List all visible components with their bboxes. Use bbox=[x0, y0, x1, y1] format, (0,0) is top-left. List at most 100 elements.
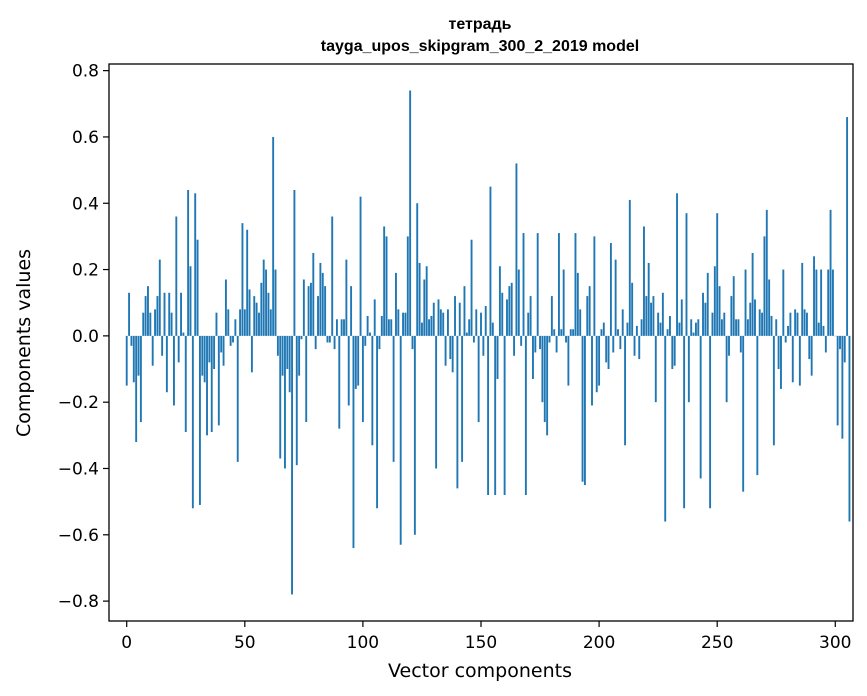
bar-95 bbox=[350, 286, 353, 336]
bar-54 bbox=[253, 296, 256, 336]
bar-74 bbox=[300, 335, 303, 340]
bar-78 bbox=[310, 282, 312, 336]
bar-98 bbox=[357, 335, 360, 386]
bar-298 bbox=[829, 209, 832, 336]
bar-271 bbox=[765, 209, 768, 336]
bar-80 bbox=[314, 335, 317, 350]
bar-207 bbox=[614, 259, 617, 336]
bar-196 bbox=[588, 286, 591, 336]
bar-270 bbox=[763, 236, 766, 336]
bar-66 bbox=[281, 335, 284, 376]
bar-269 bbox=[761, 312, 764, 336]
bar-141 bbox=[458, 302, 461, 336]
bar-263 bbox=[746, 319, 749, 336]
bar-188 bbox=[569, 329, 572, 336]
bar-16 bbox=[163, 292, 166, 336]
bar-262 bbox=[744, 269, 747, 336]
bar-210 bbox=[621, 309, 624, 336]
bar-217 bbox=[638, 335, 641, 360]
bar-167 bbox=[520, 335, 523, 346]
bar-37 bbox=[213, 335, 216, 370]
bar-218 bbox=[640, 319, 643, 336]
bar-28 bbox=[191, 335, 194, 509]
bar-110 bbox=[385, 236, 388, 336]
bar-139 bbox=[454, 296, 456, 336]
bar-159 bbox=[501, 292, 504, 336]
bar-176 bbox=[541, 335, 544, 403]
bar-258 bbox=[735, 319, 738, 336]
bar-274 bbox=[772, 335, 775, 446]
bar-205 bbox=[609, 243, 612, 336]
bar-143 bbox=[463, 286, 466, 336]
bar-294 bbox=[820, 269, 823, 336]
bar-43 bbox=[227, 309, 230, 336]
bar-21 bbox=[175, 216, 178, 336]
bar-282 bbox=[791, 335, 794, 383]
bar-91 bbox=[340, 319, 343, 336]
bar-240 bbox=[692, 332, 695, 336]
bar-132 bbox=[437, 299, 440, 336]
bar-293 bbox=[817, 322, 820, 336]
bar-115 bbox=[397, 309, 400, 336]
bar-208 bbox=[617, 329, 619, 336]
bar-301 bbox=[836, 335, 839, 426]
chart-title: тетрадь bbox=[448, 16, 511, 33]
bar-251 bbox=[718, 286, 721, 336]
bar-101 bbox=[364, 335, 367, 346]
bar-65 bbox=[279, 335, 282, 459]
bar-107 bbox=[378, 335, 381, 350]
bar-124 bbox=[418, 262, 421, 336]
bar-191 bbox=[576, 272, 579, 336]
bar-174 bbox=[536, 233, 539, 336]
bar-119 bbox=[406, 236, 409, 336]
bar-222 bbox=[650, 302, 652, 336]
bar-46 bbox=[234, 319, 237, 336]
bar-272 bbox=[768, 279, 771, 336]
bar-166 bbox=[517, 269, 520, 336]
x-tick-label: 300 bbox=[819, 633, 851, 653]
bar-283 bbox=[794, 309, 797, 336]
bar-105 bbox=[373, 299, 376, 336]
bar-291 bbox=[813, 256, 815, 336]
bar-154 bbox=[489, 186, 492, 336]
bar-173 bbox=[534, 335, 537, 353]
bar-76 bbox=[305, 335, 308, 423]
x-tick-label: 250 bbox=[701, 633, 733, 653]
bar-49 bbox=[241, 223, 244, 336]
bar-292 bbox=[815, 269, 818, 336]
bar-156 bbox=[494, 335, 497, 496]
bar-195 bbox=[586, 296, 589, 336]
bar-285 bbox=[798, 335, 801, 386]
bar-165 bbox=[515, 163, 518, 336]
bar-266 bbox=[754, 299, 756, 336]
bar-161 bbox=[506, 299, 508, 336]
bar-180 bbox=[550, 296, 553, 336]
bar-144 bbox=[465, 332, 468, 336]
bar-15 bbox=[161, 335, 164, 356]
bar-67 bbox=[284, 335, 286, 469]
bar-96 bbox=[352, 335, 355, 549]
bar-33 bbox=[203, 335, 206, 383]
bar-247 bbox=[709, 335, 712, 509]
bar-77 bbox=[307, 286, 310, 336]
bar-134 bbox=[442, 312, 445, 336]
bar-169 bbox=[524, 335, 527, 496]
bar-216 bbox=[635, 325, 638, 336]
bar-86 bbox=[328, 335, 331, 343]
bar-250 bbox=[716, 213, 719, 336]
bar-114 bbox=[395, 272, 397, 336]
bar-20 bbox=[173, 335, 175, 406]
bar-35 bbox=[208, 335, 211, 363]
bar-278 bbox=[782, 269, 785, 336]
bar-206 bbox=[612, 335, 615, 353]
bar-38 bbox=[215, 312, 218, 336]
bar-257 bbox=[732, 276, 735, 336]
bar-3 bbox=[132, 335, 135, 383]
bar-231 bbox=[671, 335, 674, 370]
bar-288 bbox=[806, 312, 808, 336]
bar-214 bbox=[631, 282, 634, 336]
bar-55 bbox=[255, 302, 258, 336]
bar-79 bbox=[312, 252, 315, 336]
bar-284 bbox=[796, 312, 799, 336]
bar-121 bbox=[411, 335, 414, 350]
